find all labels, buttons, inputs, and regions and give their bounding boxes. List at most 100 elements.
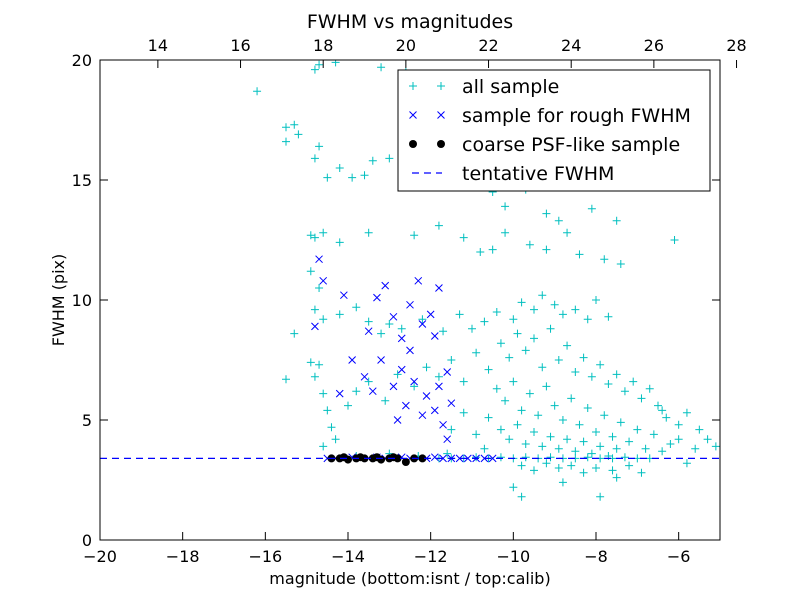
point-0-66 <box>538 291 547 300</box>
point-0-92 <box>472 348 481 357</box>
point-0-147 <box>530 428 538 436</box>
point-0-24 <box>542 209 551 218</box>
point-0-137 <box>633 425 642 434</box>
point-1-50 <box>455 454 464 463</box>
point-0-63 <box>509 315 518 324</box>
point-0-51 <box>335 310 344 319</box>
point-0-84 <box>364 377 373 386</box>
point-0-122 <box>509 377 518 386</box>
point-2-11 <box>418 454 427 463</box>
point-0-104 <box>579 353 588 362</box>
point-0-59 <box>455 310 464 319</box>
point-0-29 <box>310 233 319 242</box>
legend-swatch <box>437 111 445 119</box>
point-0-28 <box>670 236 679 244</box>
point-0-129 <box>567 394 576 403</box>
point-1-32 <box>435 382 443 391</box>
point-0-53 <box>364 317 373 326</box>
point-0-161 <box>480 444 489 453</box>
point-0-97 <box>521 346 530 355</box>
chart-title: FWHM vs magnitudes <box>307 11 513 33</box>
point-2-15 <box>389 453 398 462</box>
point-1-26 <box>430 406 439 415</box>
x-tick-label: −6 <box>667 547 691 566</box>
point-1-14 <box>435 284 443 292</box>
point-0-154 <box>587 449 596 458</box>
point-0-44 <box>600 255 609 264</box>
point-0-2 <box>290 120 299 129</box>
point-1-51 <box>464 454 472 463</box>
point-0-139 <box>649 430 658 439</box>
point-0-202 <box>691 444 700 453</box>
point-0-7 <box>377 63 386 72</box>
point-0-18 <box>385 154 394 163</box>
point-0-25 <box>554 216 563 225</box>
point-0-143 <box>496 425 505 434</box>
point-0-133 <box>600 411 609 420</box>
point-0-67 <box>550 300 559 309</box>
point-0-62 <box>492 308 501 316</box>
point-0-120 <box>492 384 501 393</box>
point-0-200 <box>658 406 667 415</box>
point-1-9 <box>406 300 414 309</box>
legend-label: tentative FWHM <box>462 163 614 185</box>
legend-box <box>397 69 711 192</box>
point-0-152 <box>571 447 580 456</box>
point-0-105 <box>587 372 596 381</box>
point-1-17 <box>360 372 369 381</box>
point-0-98 <box>530 334 538 343</box>
point-0-123 <box>517 406 526 415</box>
point-1-24 <box>418 411 427 420</box>
y-tick-label: 20 <box>72 51 92 70</box>
point-0-157 <box>612 444 621 453</box>
point-0-37 <box>476 248 485 256</box>
point-1-16 <box>447 399 456 408</box>
point-0-74 <box>306 358 315 367</box>
top-tick-label: 26 <box>644 36 664 55</box>
point-1-23 <box>410 377 418 386</box>
point-0-69 <box>571 305 580 314</box>
point-0-16 <box>360 171 369 180</box>
legend-swatch <box>437 82 445 90</box>
top-tick-label: 22 <box>478 36 498 55</box>
point-0-171 <box>546 453 555 462</box>
legend-label: all sample <box>462 76 559 98</box>
point-0-115 <box>674 420 683 429</box>
point-0-32 <box>335 238 344 247</box>
point-0-145 <box>513 420 522 429</box>
point-0-17 <box>368 156 377 165</box>
point-1-6 <box>381 281 390 290</box>
point-0-116 <box>682 408 691 417</box>
point-0-45 <box>616 260 625 268</box>
point-1-27 <box>439 420 447 429</box>
point-1-15 <box>443 368 452 376</box>
point-0-36 <box>459 233 468 242</box>
point-0-159 <box>459 408 468 417</box>
point-0-40 <box>525 240 534 249</box>
point-1-0 <box>315 255 323 264</box>
point-0-102 <box>563 341 572 350</box>
point-0-126 <box>542 382 551 391</box>
top-tick-label: 18 <box>313 36 333 55</box>
point-1-54 <box>488 454 497 463</box>
point-0-43 <box>575 250 584 259</box>
point-1-18 <box>368 387 377 396</box>
point-0-111 <box>637 394 646 403</box>
point-0-54 <box>377 329 386 338</box>
point-0-35 <box>434 221 443 230</box>
point-2-12 <box>339 453 348 462</box>
point-0-117 <box>695 425 704 434</box>
legend: all sample sample for rough FWHM coarse PS… <box>397 69 711 192</box>
point-0-73 <box>282 375 290 384</box>
point-0-158 <box>447 425 456 434</box>
top-tick-label: 20 <box>396 36 416 55</box>
point-0-77 <box>319 389 328 398</box>
point-0-182 <box>542 459 551 468</box>
point-0-12 <box>315 142 324 151</box>
point-0-42 <box>563 228 572 237</box>
point-0-199 <box>443 449 452 458</box>
point-1-21 <box>397 365 406 374</box>
point-0-107 <box>604 380 613 388</box>
